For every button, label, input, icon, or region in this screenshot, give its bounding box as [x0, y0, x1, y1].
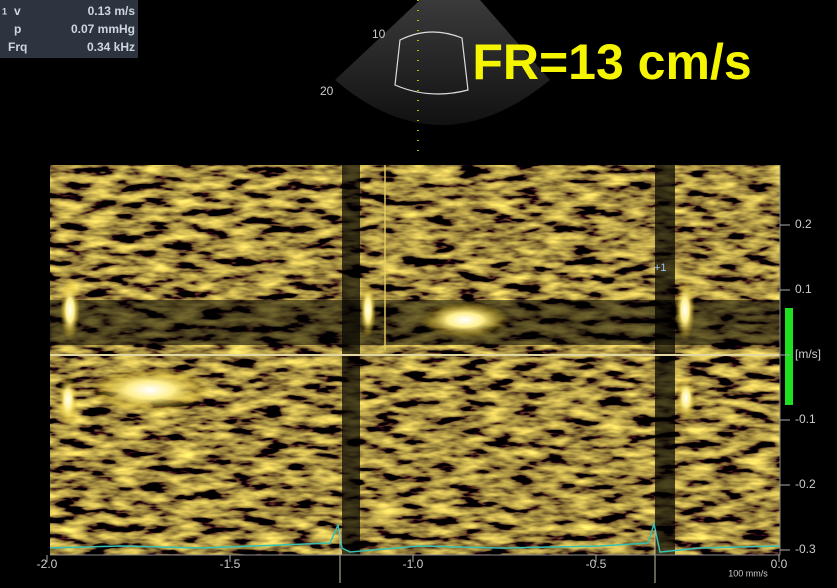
y-tick-label: -0.3 [795, 542, 816, 556]
signal-peak [90, 368, 210, 412]
y-tick-label: 0.1 [795, 282, 812, 296]
depth-label: 20 [320, 84, 334, 98]
depth-label: 10 [372, 27, 386, 41]
x-tick-label: -0.5 [586, 557, 607, 571]
readout-label: p [14, 22, 21, 36]
x-tick-label: -2.0 [37, 557, 58, 571]
signal-peak [420, 302, 510, 338]
readout-label: Frq [8, 40, 27, 54]
signal-peak [60, 280, 80, 340]
readout-value: 0.07 mmHg [71, 22, 135, 36]
readout-value: 0.34 kHz [87, 40, 135, 54]
signal-peak [675, 280, 695, 340]
signal-peak [58, 375, 78, 425]
readout-value: 0.13 m/s [88, 4, 136, 18]
signal-peak [676, 376, 696, 420]
readout-label: v [14, 4, 21, 18]
ultrasound-screen: 10 20 1 v 0.13 m/s p 0.07 mmHg Frq 0.34 … [0, 0, 837, 583]
velocity-indicator [785, 308, 793, 405]
y-tick-label: 0.2 [795, 217, 812, 231]
spectrum-gap [655, 165, 675, 555]
signal-peak [360, 282, 376, 338]
x-tick-label: -1.0 [403, 557, 424, 571]
sweep-speed: 100 mm/s [728, 568, 768, 578]
y-tick-label: [m/s] [795, 347, 821, 361]
y-tick-label: -0.1 [795, 412, 816, 426]
spectrum-gap [342, 165, 360, 555]
cursor-marker: +1 [654, 262, 667, 274]
readout-index: 1 [2, 6, 7, 16]
x-tick-label: 0.0 [771, 557, 788, 571]
y-tick-label: -0.2 [795, 477, 816, 491]
x-tick-label: -1.5 [220, 557, 241, 571]
doppler-spectrum [50, 165, 780, 555]
frame-rate-annotation: FR=13 cm/s [472, 34, 751, 90]
